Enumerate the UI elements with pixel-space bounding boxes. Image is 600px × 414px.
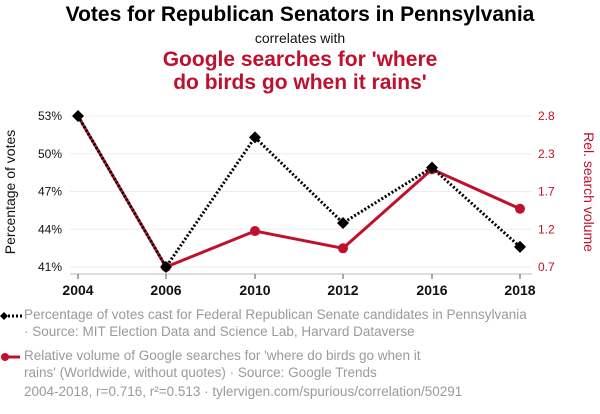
chart-subtitle: correlates with — [254, 30, 346, 46]
left-tick-label: 44% — [38, 222, 62, 236]
right-tick-label: 0.7 — [538, 260, 555, 274]
x-tick-label: 2018 — [504, 282, 535, 298]
x-tick-label: 2006 — [150, 282, 181, 298]
series-votes-line — [76, 115, 522, 270]
x-tick-label: 2012 — [327, 282, 358, 298]
x-tick-label: 2010 — [239, 282, 270, 298]
legend-item-searches: Relative volume of Google searches for '… — [24, 347, 421, 381]
series-searches-point — [250, 226, 260, 237]
chart-title: Votes for Republican Senators in Pennsyl… — [65, 3, 535, 26]
series-searches-point — [515, 203, 525, 214]
footer-citation: 2004-2018, r=0.716, r²=0.513 · tylervige… — [24, 384, 463, 399]
legend-votes-line1: Percentage of votes cast for Federal Rep… — [24, 307, 527, 322]
right-tick-label: 1.7 — [538, 185, 555, 199]
series-votes-point — [160, 261, 172, 273]
left-tick-label: 47% — [38, 185, 62, 199]
right-tick-label: 1.2 — [538, 222, 555, 236]
left-tick-label: 53% — [38, 109, 62, 123]
title2-line1: Google searches for 'where — [162, 48, 438, 71]
legend-key-votes-icon — [0, 312, 22, 320]
series-searches-point — [338, 243, 348, 254]
series-votes-point — [249, 131, 261, 144]
left-tick-label: 41% — [38, 260, 62, 274]
y-axis-label-right: Rel. search volume — [581, 132, 597, 252]
series-votes-point — [514, 240, 526, 253]
left-tick-label: 50% — [38, 147, 62, 161]
x-tick-label: 2016 — [416, 282, 447, 298]
legend-item-votes: Percentage of votes cast for Federal Rep… — [24, 306, 527, 340]
title2-line2: do birds go when it rains' — [173, 71, 427, 94]
series-votes-point — [337, 216, 349, 229]
legend-searches-line2: rains' (Worldwide, without quotes) · Sou… — [24, 365, 377, 380]
series-votes-point — [426, 161, 438, 174]
right-tick-label: 2.3 — [538, 147, 555, 161]
chart: 53% 2.8 50% 2.3 47% 1.7 44% 1.2 41% 0.7 2004 2006 20… — [2, 109, 597, 298]
right-tick-label: 2.8 — [538, 109, 555, 123]
legend-searches-line1: Relative volume of Google searches for '… — [24, 348, 421, 363]
legend-key-searches-icon — [1, 353, 20, 361]
x-tick-label: 2004 — [62, 282, 93, 298]
y-axis-label-left: Percentage of votes — [2, 130, 18, 255]
series-votes-point — [72, 110, 84, 122]
legend-votes-line2: · Source: MIT Election Data and Science … — [24, 324, 415, 339]
chart-title-secondary: Google searches for 'where do birds go w… — [0, 48, 600, 94]
